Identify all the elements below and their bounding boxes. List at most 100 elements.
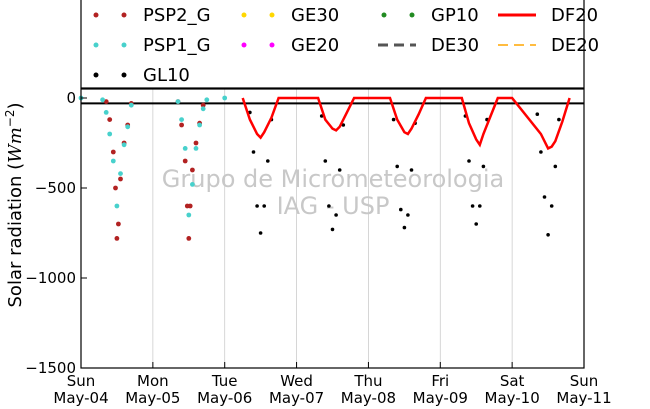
legend-item-df20: DF20	[498, 5, 598, 26]
data-point	[557, 117, 561, 122]
data-point	[175, 99, 181, 104]
series-psp1-g	[78, 95, 228, 218]
legend-item-psp1-g: PSP1_G	[93, 35, 211, 56]
data-point	[549, 204, 554, 208]
data-point	[182, 158, 188, 164]
legend-item-ge20: GE20	[241, 35, 339, 56]
legend-label: DE20	[551, 35, 599, 56]
x-tick-label-day: Tue	[211, 372, 238, 390]
legend-label: PSP1_G	[143, 35, 211, 56]
data-point	[200, 106, 206, 112]
data-point	[539, 150, 543, 154]
data-point	[200, 102, 206, 108]
data-point	[186, 212, 192, 218]
y-tick-label: −1000	[25, 269, 76, 287]
y-axis-label: Solar radiation (Wm−2)	[3, 102, 26, 307]
legend-label: GP10	[431, 5, 479, 26]
data-point	[114, 236, 120, 241]
data-point	[258, 231, 263, 235]
data-point	[470, 204, 475, 208]
data-point	[327, 204, 331, 208]
x-tick-label-date: May-05	[125, 389, 180, 407]
data-point	[107, 131, 113, 137]
x-tick-label-day: Mon	[137, 372, 169, 390]
data-point	[182, 146, 188, 151]
y-tick-label: −500	[35, 179, 76, 197]
legend-marker	[409, 12, 415, 18]
legend-label: DE30	[431, 35, 479, 56]
legend-item-gl10: GL10	[93, 65, 190, 86]
series-line	[241, 96, 571, 151]
data-point	[546, 233, 550, 237]
x-axis: SunMay-04MonMay-05TueMay-06WedMay-07ThuM…	[53, 362, 612, 407]
data-point	[100, 97, 105, 103]
grid-lines	[152, 89, 513, 368]
legend-marker	[121, 72, 127, 78]
data-point	[481, 164, 486, 169]
data-point	[402, 225, 407, 230]
legend-marker	[241, 12, 247, 18]
legend-marker	[121, 12, 127, 18]
data-point	[337, 168, 342, 172]
data-point	[118, 176, 123, 182]
series-df20	[241, 96, 571, 151]
data-point	[103, 110, 109, 115]
x-tick-label-date: May-09	[413, 389, 468, 407]
x-tick-label-day: Sat	[500, 372, 525, 390]
y-axis-label-text: Solar radiation (	[5, 163, 26, 308]
legend-item-psp2-g: PSP2_G	[93, 5, 211, 26]
data-point	[116, 221, 121, 227]
data-point	[128, 102, 134, 108]
x-tick-label-date: May-08	[341, 389, 396, 407]
data-point	[193, 146, 199, 151]
x-tick-label-date: May-04	[53, 389, 108, 407]
legend-item-de30: DE30	[378, 35, 479, 56]
y-axis-label-close: )	[5, 102, 26, 109]
x-tick-label-day: Sun	[67, 372, 96, 390]
data-point	[103, 99, 109, 104]
data-point	[125, 124, 131, 130]
x-tick-label-date: May-07	[269, 389, 324, 407]
data-point	[553, 164, 558, 169]
legend-marker	[269, 42, 275, 48]
data-point	[330, 227, 335, 232]
y-tick-label: 0	[66, 89, 76, 107]
data-point	[399, 207, 403, 212]
legend-marker	[93, 12, 99, 18]
x-tick-label-date: May-06	[197, 389, 252, 407]
x-tick-label-date: May-10	[485, 389, 540, 407]
data-point	[478, 204, 482, 208]
data-point	[113, 185, 118, 191]
x-tick-label-day: Thu	[353, 372, 382, 390]
data-point	[474, 222, 479, 226]
data-point	[190, 167, 195, 173]
x-tick-label-day: Wed	[280, 372, 313, 390]
data-point	[391, 117, 396, 122]
data-point	[266, 159, 270, 163]
data-point	[193, 140, 199, 146]
x-tick-label-day: Sun	[570, 372, 599, 390]
data-point	[262, 204, 267, 208]
legend-item-de20: DE20	[498, 35, 599, 56]
data-point	[251, 150, 256, 154]
data-point	[542, 195, 547, 199]
legend-marker	[241, 42, 247, 48]
x-tick-label-date: May-11	[556, 389, 611, 407]
legend-marker	[381, 12, 387, 18]
data-point	[118, 171, 123, 177]
data-point	[334, 213, 338, 217]
data-point	[255, 204, 259, 208]
data-point	[190, 182, 195, 187]
data-point	[107, 117, 113, 122]
legend-label: GE30	[291, 5, 339, 26]
watermark-line-2: IAG - USP	[277, 192, 390, 220]
y-tick-label: −1500	[25, 359, 76, 377]
data-point	[323, 159, 328, 163]
x-tick-label-day: Fri	[431, 372, 449, 390]
legend-marker	[93, 42, 99, 48]
data-point	[409, 168, 414, 172]
data-point	[535, 112, 540, 116]
legend-item-ge30: GE30	[241, 5, 339, 26]
data-point	[187, 203, 193, 209]
